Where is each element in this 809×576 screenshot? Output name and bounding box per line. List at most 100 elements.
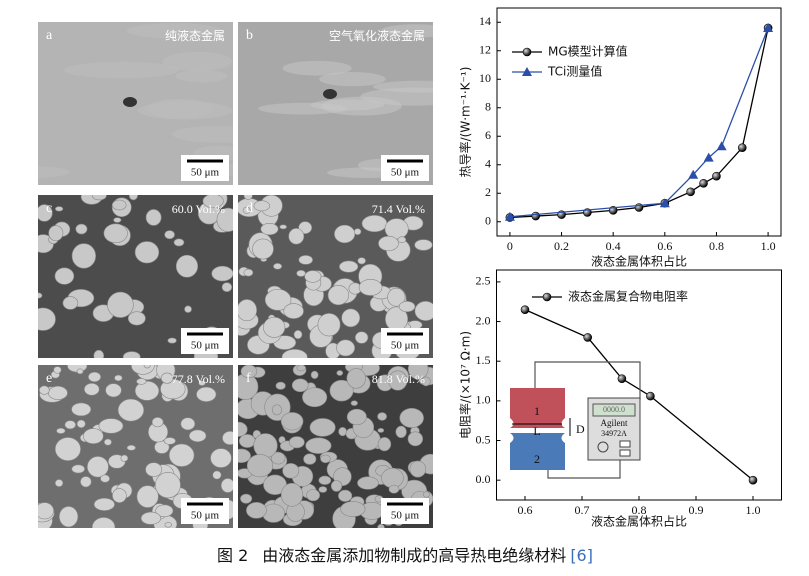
y-tick-label: 8 xyxy=(485,100,491,114)
meter-display: 0000.0 xyxy=(603,405,625,414)
particle xyxy=(163,437,176,445)
data-point xyxy=(520,305,530,314)
particle xyxy=(302,387,328,408)
panel-letter: d xyxy=(246,201,253,216)
texture xyxy=(162,51,233,72)
particle xyxy=(38,292,43,299)
particle xyxy=(310,370,319,379)
particle xyxy=(309,418,336,437)
legend-label: TCi测量值 xyxy=(547,64,602,79)
scale-box xyxy=(181,155,229,181)
legend-label: 液态金属复合物电阻率 xyxy=(568,289,688,304)
particle xyxy=(93,497,115,511)
particle xyxy=(91,517,116,528)
panel-label: 81.8 Vol.% xyxy=(372,372,425,386)
particle xyxy=(210,448,232,468)
inset-label: D xyxy=(576,422,585,436)
particle xyxy=(407,365,429,380)
particle xyxy=(160,372,174,384)
particle xyxy=(275,381,286,390)
data-point xyxy=(737,143,747,152)
particle xyxy=(334,224,356,244)
meter-model: 34972A xyxy=(601,429,627,438)
particle xyxy=(283,303,304,319)
particle xyxy=(48,385,68,400)
particle xyxy=(38,204,53,222)
scale-box xyxy=(181,328,229,354)
defect xyxy=(123,97,137,107)
panel-letter: e xyxy=(46,371,52,386)
texture xyxy=(380,24,433,38)
particle xyxy=(327,285,350,306)
scale-label: 50 μm xyxy=(391,340,420,352)
data-point xyxy=(531,211,541,221)
particle xyxy=(107,291,134,318)
particle xyxy=(216,207,233,232)
panel-label: 60.0 Vol.% xyxy=(172,202,225,216)
meter-brand: Agilent xyxy=(601,418,628,428)
inset-label: 2 xyxy=(534,452,540,466)
particle xyxy=(105,383,122,398)
particle xyxy=(243,195,253,200)
x-tick-label: 0.9 xyxy=(689,503,704,517)
x-tick-label: 0.6 xyxy=(518,503,533,517)
particle xyxy=(253,433,278,459)
particle xyxy=(220,478,233,493)
particle xyxy=(131,365,155,375)
particle xyxy=(280,482,304,507)
texture xyxy=(126,23,222,39)
particle xyxy=(296,269,306,277)
y-tick-label: 2.5 xyxy=(476,274,491,288)
defect xyxy=(323,89,337,99)
particle xyxy=(238,299,257,322)
particle xyxy=(134,380,160,401)
y-tick-label: 12 xyxy=(479,43,491,57)
caption-ref: [6] xyxy=(570,546,593,565)
particle xyxy=(304,270,322,283)
plot-frame xyxy=(496,7,782,237)
particle xyxy=(188,429,207,443)
particle xyxy=(221,282,233,293)
x-tick-label: 0.6 xyxy=(657,239,672,253)
particle xyxy=(240,365,258,379)
texture xyxy=(175,69,228,83)
particle xyxy=(253,200,271,212)
legend-marker xyxy=(542,292,552,302)
particle xyxy=(281,349,308,358)
particle xyxy=(346,408,367,426)
particle xyxy=(38,502,54,520)
particle xyxy=(155,504,174,518)
scale-label: 50 μm xyxy=(391,510,420,522)
particle xyxy=(340,501,366,517)
particle xyxy=(399,408,424,428)
particle xyxy=(112,488,127,503)
particle xyxy=(288,228,305,245)
particle xyxy=(71,402,92,417)
data-point xyxy=(712,171,721,181)
particle xyxy=(103,438,112,446)
particle xyxy=(329,379,354,402)
particle xyxy=(143,365,151,369)
particle xyxy=(264,288,292,311)
particle xyxy=(238,421,248,437)
y-axis-label: 电阻率/(×10⁷ Ω·m) xyxy=(458,331,473,439)
particle xyxy=(93,349,105,358)
particle xyxy=(357,257,366,265)
particle xyxy=(76,368,84,375)
particle xyxy=(339,260,359,273)
particle xyxy=(338,427,347,437)
particle xyxy=(48,225,64,242)
particle xyxy=(88,371,102,383)
particle xyxy=(320,454,331,464)
scale-label: 50 μm xyxy=(191,167,220,179)
inset-diagram: 1 2 L D 0000.0 Agilent 34972A xyxy=(510,361,641,479)
y-axis-label: 热导率/(W·m⁻¹·K⁻¹) xyxy=(458,67,473,178)
y-tick-label: 6 xyxy=(485,128,491,142)
y-tick-label: 1.0 xyxy=(476,393,491,407)
particle xyxy=(82,428,104,444)
particle xyxy=(164,230,175,240)
particle xyxy=(136,485,159,508)
data-point xyxy=(763,22,774,32)
particle xyxy=(71,243,96,269)
